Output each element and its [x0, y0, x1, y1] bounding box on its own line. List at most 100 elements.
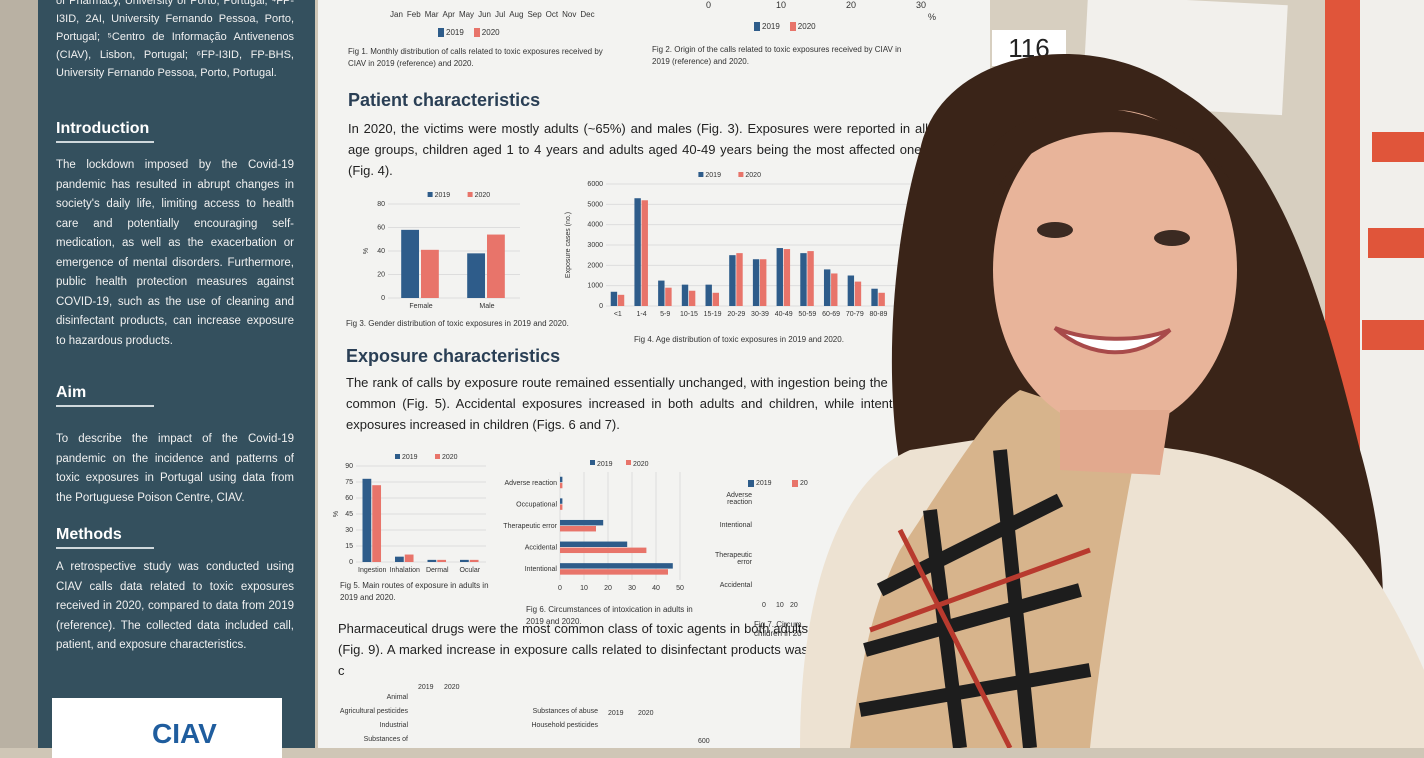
y-tick-label: Industrial	[379, 722, 408, 729]
y-tick-label: Adverse reaction	[726, 492, 752, 506]
x-tick-label: 70-79	[846, 311, 864, 318]
fig6: 0 10 20 30 40 50 2019 2020 Adverse reaction Occup…	[503, 460, 684, 592]
caption: Fig 4. Age distribution of toxic exposur…	[634, 335, 844, 344]
section-text: A retrospective study was conducted usin…	[56, 561, 294, 651]
bar	[712, 292, 720, 306]
month-label: Jun	[478, 10, 491, 19]
bar	[776, 248, 783, 306]
x-tick-label: 80-89	[870, 311, 888, 318]
y-tick-label: 1000	[587, 283, 603, 290]
face	[993, 110, 1237, 430]
legend-swatch	[698, 172, 704, 177]
month-label: Jan	[390, 10, 403, 19]
x-tick-label: <1	[614, 311, 622, 318]
y-tick-label: 4000	[587, 222, 603, 229]
x-tick-label: 20-29	[727, 311, 745, 318]
scarf	[850, 390, 1140, 748]
y-tick-label: 75	[345, 479, 353, 486]
y-tick-label: Substances of abuse	[532, 708, 598, 715]
y-tick-label: 6000	[587, 181, 603, 188]
fig7: 2019 20 Adverse reaction Intentional Therape…	[708, 480, 818, 638]
unit: %	[928, 12, 937, 22]
x-tick-label: 0	[762, 602, 766, 609]
legend-swatch	[427, 192, 433, 197]
month-label: Jul	[494, 10, 506, 19]
scarf-pattern	[858, 449, 1092, 748]
bar	[560, 563, 673, 569]
x-tick-label: Inhalation	[390, 567, 420, 574]
eye	[1037, 222, 1073, 238]
y-tick-label: Adverse reaction	[504, 480, 557, 487]
bar	[469, 559, 479, 562]
x-tick-label: 10	[776, 0, 787, 10]
legend-label: 2019	[418, 684, 434, 691]
legend-label: 2019	[435, 192, 451, 199]
bar	[705, 284, 712, 306]
bar	[823, 269, 831, 306]
block	[1368, 228, 1424, 258]
x-tick-label: Female	[409, 303, 432, 310]
month-label: Aug	[509, 10, 524, 19]
eye	[1154, 230, 1190, 246]
person	[800, 54, 1424, 748]
bar	[783, 249, 791, 306]
x-tick-label: 60-69	[822, 311, 840, 318]
bar	[688, 290, 696, 306]
bar	[560, 504, 563, 510]
x-tick-label: 10	[776, 602, 784, 609]
y-tick-label: Accidental	[525, 545, 558, 552]
x-tick-label: 30	[628, 585, 636, 592]
bar	[729, 255, 736, 306]
bar	[560, 482, 563, 489]
fig1-legend: 2019 2020	[438, 28, 510, 37]
bar	[487, 234, 505, 298]
y-tick-label: Substances of	[363, 736, 408, 743]
x-tick-label: 30-39	[751, 311, 769, 318]
caption: Fig 6. Circumstances of intoxication in …	[526, 605, 693, 626]
x-tick-label: 5-9	[660, 311, 670, 318]
heading: Exposure characteristics	[346, 346, 561, 366]
y-tick-label: 5000	[587, 201, 603, 208]
y-axis-label: %	[363, 248, 370, 254]
bar	[404, 554, 414, 562]
legend-swatch	[626, 460, 631, 465]
legend-label: 2020	[442, 454, 458, 461]
y-tick-label: Intentional	[525, 566, 558, 573]
bar	[610, 291, 618, 306]
fig9: 2019 2020 Substances of abuse Household pes…	[508, 704, 709, 748]
paragraph: In 2020, the victims were mostly adults …	[348, 121, 928, 178]
bar	[560, 519, 604, 526]
fig4: 0 1000 2000 3000 4000 5000 6000 Exposure cases …	[565, 172, 914, 318]
left-panel: of Pharmacy, University of Porto, Portug…	[38, 0, 315, 758]
bar	[401, 229, 420, 298]
month-label: Sep	[527, 10, 542, 19]
x-tick-label: 20	[846, 0, 857, 10]
x-tick-label: 20	[790, 602, 798, 609]
y-tick-label: 60	[377, 225, 385, 232]
legend-label: 20	[792, 480, 808, 487]
y-tick-label: Therapeutic error	[503, 523, 557, 530]
y-tick-label: 0	[599, 303, 603, 310]
bar	[752, 259, 760, 306]
legend-label: 2020	[633, 461, 649, 468]
month-label: May	[458, 10, 475, 19]
y-tick-label: 40	[377, 248, 385, 255]
x-tick-label: 0	[558, 585, 562, 592]
y-tick-label: 90	[345, 463, 353, 470]
legend-label: 2019	[438, 28, 464, 37]
logo-box: CIAV	[52, 698, 282, 758]
section-heading: Methods	[56, 526, 154, 549]
y-tick-label: 80	[377, 201, 385, 208]
y-tick-label: Therapeutic error	[715, 552, 752, 566]
legend-swatch	[395, 454, 400, 459]
x-tick-label: 15-19	[704, 311, 722, 318]
month-label: Apr	[442, 10, 455, 19]
neck	[1060, 410, 1170, 475]
legend-label: 2019	[705, 172, 721, 179]
bar	[395, 556, 404, 562]
y-tick-label: 2000	[587, 262, 603, 269]
y-axis-label: %	[333, 511, 340, 517]
paragraph: Pharmaceutical drugs were the most commo…	[338, 621, 808, 678]
fig2-legend: 2019 2020	[754, 22, 826, 31]
fig8: 2019 2020 Animal Agricultural pesticides Ind…	[328, 684, 488, 748]
